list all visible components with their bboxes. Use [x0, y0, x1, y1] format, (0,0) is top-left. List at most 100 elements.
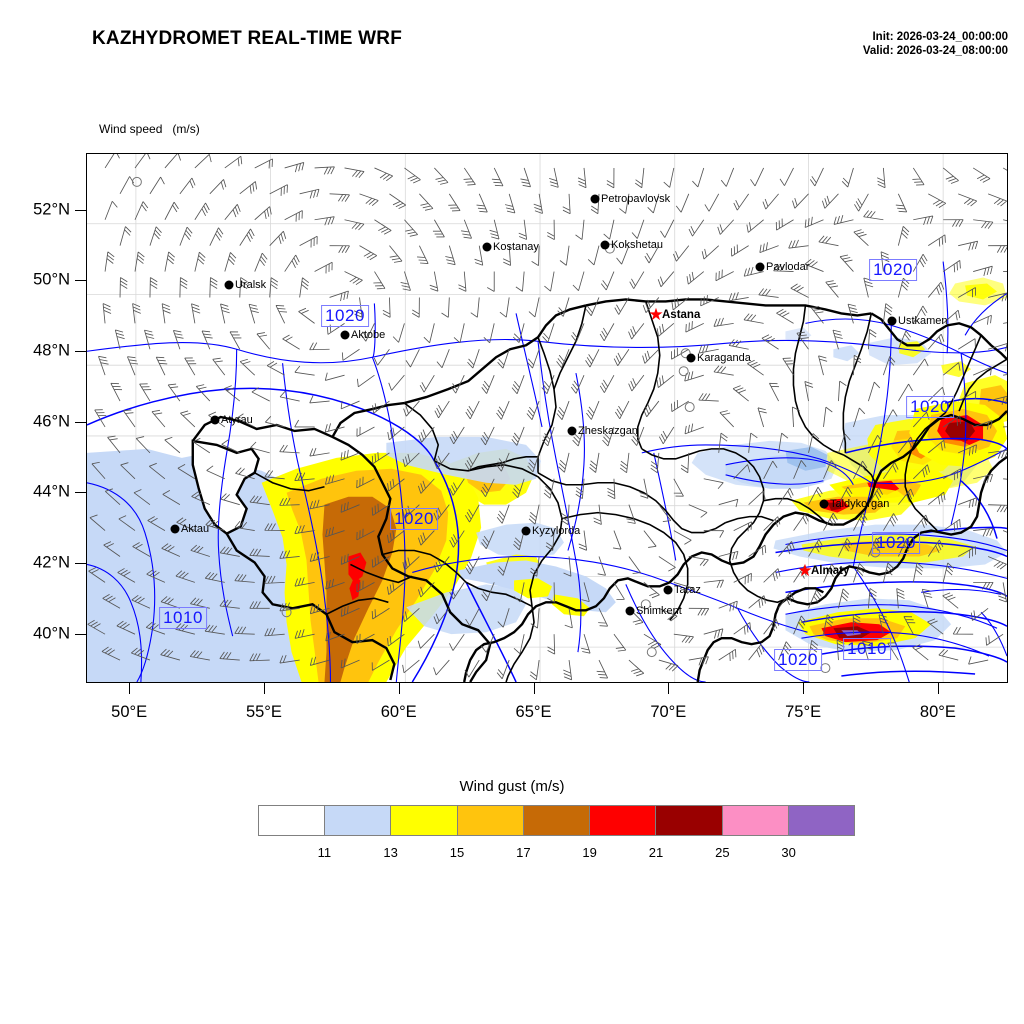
- wind-barb: [496, 452, 510, 472]
- wind-barb: [234, 573, 255, 583]
- wind-barb: [512, 323, 525, 343]
- wind-barb: [464, 452, 480, 471]
- wind-barb: [371, 607, 390, 620]
- wind-barb: [663, 167, 675, 188]
- wind-barb: [853, 354, 862, 376]
- wind-barb: [191, 303, 201, 324]
- wind-barb: [528, 297, 540, 318]
- wind-barb: [564, 608, 573, 629]
- wind-barb: [177, 464, 196, 480]
- wind-barb: [249, 653, 270, 662]
- page-title: KAZHYDROMET REAL-TIME WRF: [92, 28, 403, 49]
- wind-barb: [642, 348, 660, 364]
- wind-barb: [656, 323, 675, 337]
- wind-barb: [927, 281, 945, 298]
- wind-barb: [279, 390, 300, 402]
- wind-barb: [388, 374, 405, 391]
- wind-barb: [91, 461, 106, 480]
- wind-barb: [717, 219, 735, 235]
- wind-barb: [778, 487, 794, 505]
- wind-barb: [279, 654, 300, 664]
- wind-barb: [324, 474, 345, 485]
- wind-barb: [686, 271, 705, 285]
- wind-barb: [191, 491, 211, 506]
- wind-barb: [496, 659, 510, 680]
- wind-barb: [453, 323, 465, 344]
- wind-barb: [356, 374, 375, 388]
- wind-barb: [266, 361, 285, 376]
- wind-barb: [614, 297, 630, 315]
- colorbar-tick-label: 17: [516, 845, 531, 860]
- wind-barb: [631, 219, 645, 239]
- wind-barb: [392, 323, 405, 343]
- wind-barb: [897, 330, 912, 350]
- wind-barb: [161, 543, 181, 557]
- wind-barb: [921, 588, 933, 609]
- wind-barb: [988, 504, 1007, 513]
- wind-barb: [854, 193, 869, 212]
- wind-barb: [123, 409, 136, 428]
- wind-barb: [359, 193, 379, 207]
- wind-barb: [867, 588, 877, 609]
- wind-barb: [912, 167, 925, 186]
- map-plot-area[interactable]: Petropavlovsk Kostanay Kokshetau Pavlodar Ur…: [86, 153, 1008, 683]
- wind-barb: [547, 219, 555, 241]
- wind-barb: [913, 464, 930, 480]
- wind-barb: [133, 489, 151, 506]
- isobar-label: 1020: [869, 259, 917, 281]
- wind-barb: [599, 323, 615, 342]
- wind-barb: [449, 478, 465, 496]
- wind-barb: [912, 644, 929, 661]
- wind-barb: [598, 608, 609, 627]
- wind-barb: [465, 504, 480, 523]
- wind-barb: [643, 582, 660, 599]
- wind-barb: [779, 167, 794, 186]
- wind-barb: [340, 449, 360, 461]
- wind-barb: [973, 265, 993, 276]
- lat-tick: [75, 492, 86, 494]
- wind-barb: [206, 465, 225, 480]
- lon-tick-label: 65°E: [515, 703, 552, 721]
- wind-barb: [184, 357, 197, 376]
- wind-barb: [763, 460, 778, 479]
- wind-barb: [149, 462, 166, 480]
- colorbar-tick-label: 15: [449, 845, 465, 860]
- wind-barb: [987, 556, 1007, 570]
- wind-barb: [235, 467, 255, 480]
- lat-tick-label: 44°N: [33, 482, 70, 501]
- wind-barb: [700, 295, 719, 307]
- wind-barb: [713, 365, 734, 376]
- wind-barb: [973, 219, 994, 229]
- wind-barb: [251, 387, 270, 402]
- city-dot-icon: [170, 524, 180, 534]
- wind-barb: [205, 518, 225, 531]
- city-label: Shimkent: [636, 605, 682, 617]
- wind-barb: [943, 260, 961, 273]
- wind-barb: [180, 410, 196, 428]
- wind-barb: [449, 582, 465, 600]
- wind-barb: [733, 464, 751, 480]
- wind-barb: [279, 444, 300, 454]
- wind-barb: [987, 193, 1007, 207]
- lat-tick: [75, 280, 86, 282]
- wind-barb: [563, 660, 573, 681]
- wind-barb: [526, 400, 540, 420]
- lon-tick: [129, 683, 131, 694]
- city-label: Uralsk: [235, 279, 267, 291]
- colorbar-segment: [324, 806, 391, 835]
- wind-barb: [120, 462, 136, 480]
- wind-barb: [144, 329, 155, 350]
- wind-barb: [968, 656, 989, 665]
- wind-barb: [497, 608, 510, 628]
- wind-barb: [340, 400, 360, 410]
- wind-barb: [448, 193, 461, 212]
- wind-barb: [556, 400, 570, 420]
- wind-barb: [88, 567, 106, 583]
- wind-barb: [344, 167, 365, 178]
- wind-barb: [309, 656, 330, 666]
- wind-barb: [748, 490, 766, 505]
- wind-barb: [606, 167, 615, 189]
- wind-barb: [325, 578, 345, 590]
- wind-barb: [249, 601, 270, 609]
- wind-barb: [733, 622, 752, 635]
